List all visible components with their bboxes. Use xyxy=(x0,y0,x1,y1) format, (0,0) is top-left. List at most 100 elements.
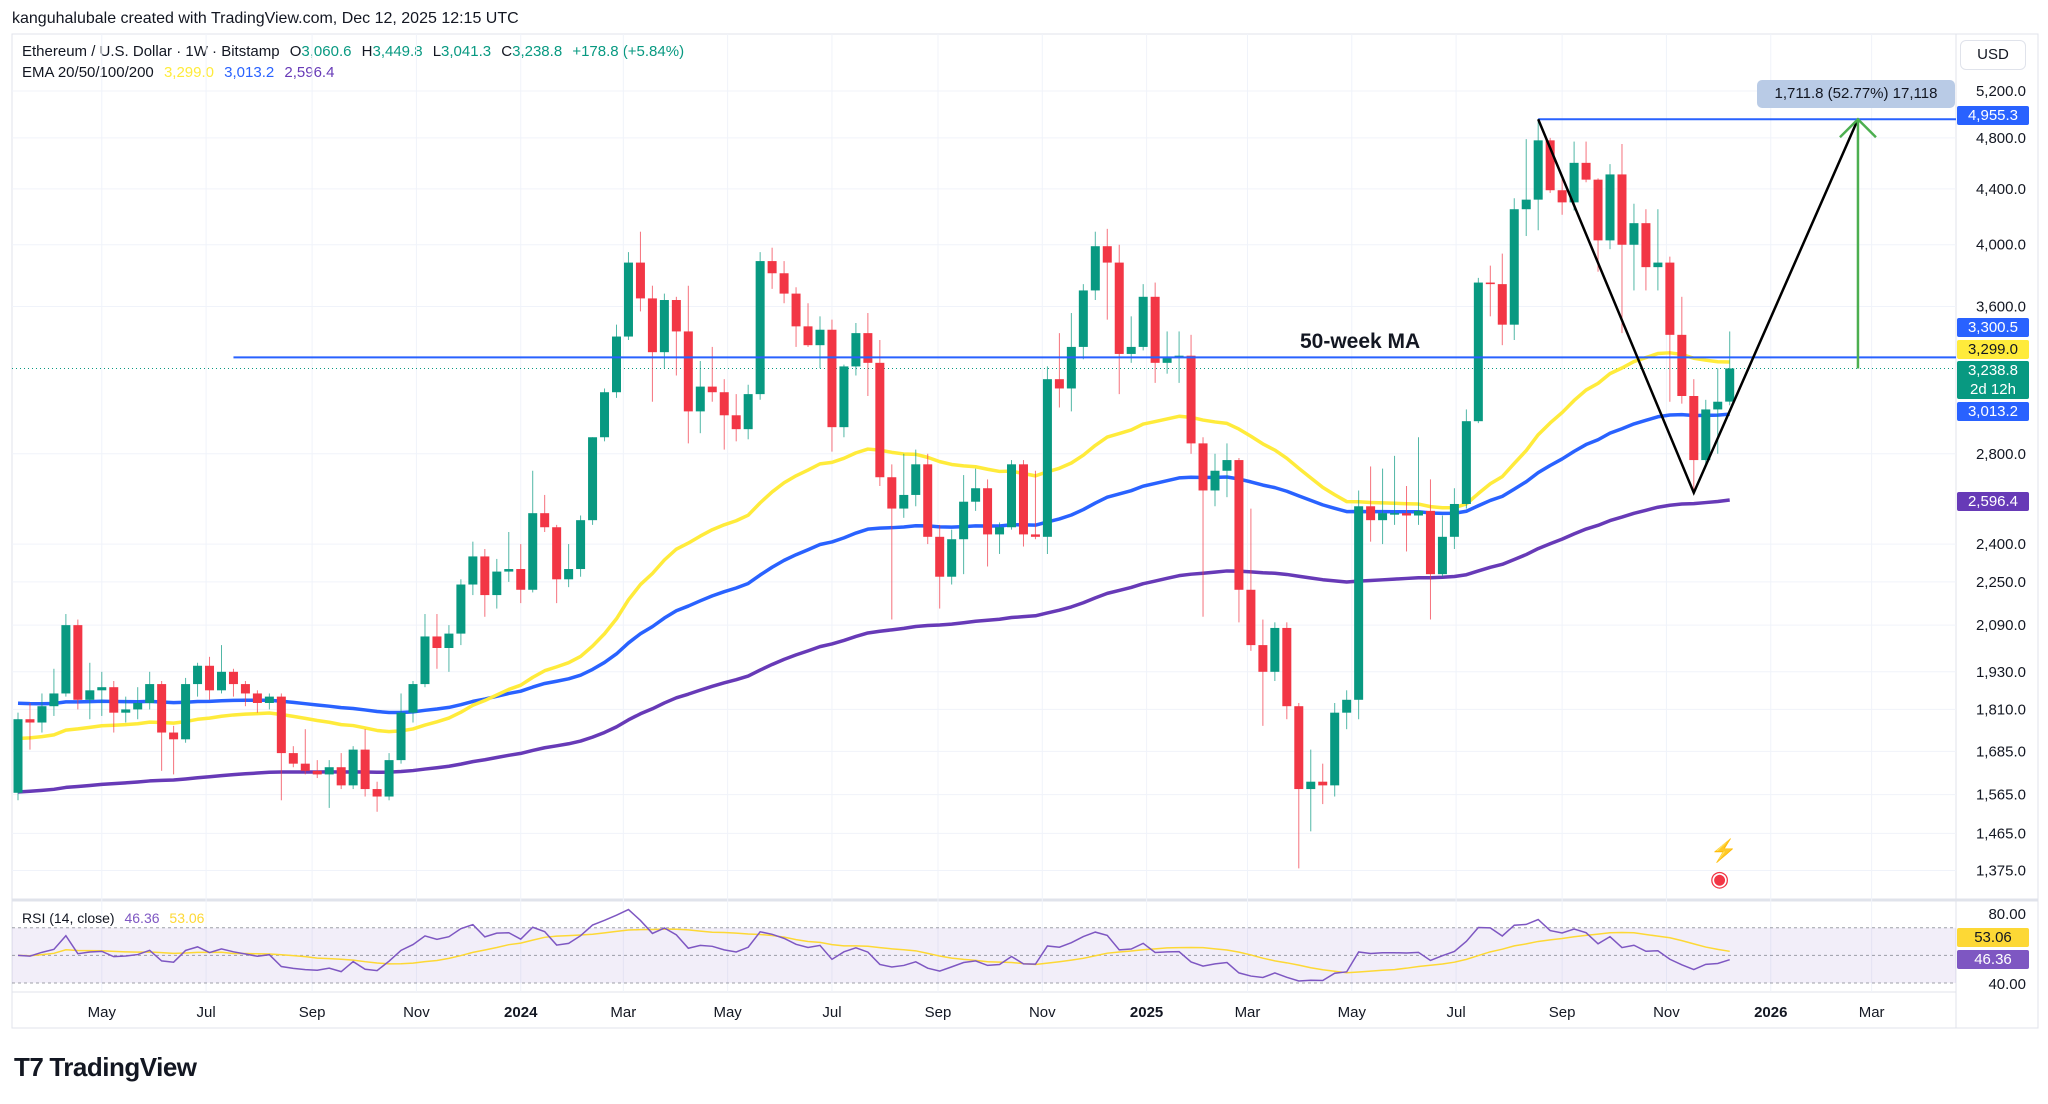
candle xyxy=(264,693,274,710)
x-tick-label: Jul xyxy=(822,1004,841,1021)
symbol-title[interactable]: Ethereum / U.S. Dollar · 1W · Bitstamp xyxy=(22,43,280,60)
candle xyxy=(1198,437,1208,617)
x-tick-label: Jul xyxy=(197,1004,216,1021)
ema-line-yellow xyxy=(17,351,1730,741)
close-label: C xyxy=(501,43,513,60)
candle xyxy=(540,494,550,533)
low-value: 3,041.3 xyxy=(441,43,492,60)
x-tick-label: 2024 xyxy=(504,1004,538,1021)
candle-body xyxy=(1677,334,1687,397)
candle xyxy=(348,746,358,790)
candle xyxy=(1186,334,1196,454)
candle-body xyxy=(157,684,167,733)
candle xyxy=(1533,119,1543,231)
y-tick-label: 1,375.0 xyxy=(1976,863,2026,880)
sparkle-icon[interactable]: ⚡ xyxy=(1710,838,1738,863)
candle xyxy=(1282,622,1292,720)
candle-body xyxy=(1402,513,1412,516)
candle-body xyxy=(1150,296,1160,363)
candle-body xyxy=(1090,246,1100,291)
candle-body xyxy=(1378,513,1388,521)
candle-body xyxy=(731,415,741,430)
candle xyxy=(1150,282,1160,383)
candle-body xyxy=(1330,712,1340,786)
candle-body xyxy=(1198,443,1208,491)
candle-body xyxy=(1581,162,1591,180)
high-label: H xyxy=(361,43,373,60)
y-tick-label: 3,600.0 xyxy=(1976,298,2026,315)
candle xyxy=(659,293,669,369)
candle xyxy=(25,702,35,750)
candle-body xyxy=(923,464,933,537)
candle xyxy=(1018,460,1028,547)
candle xyxy=(1521,139,1531,237)
y-tick-label: 1,565.0 xyxy=(1976,787,2026,804)
candle xyxy=(121,696,131,723)
candle xyxy=(1270,622,1280,681)
candle xyxy=(228,668,238,697)
candle-body xyxy=(995,527,1005,535)
candle-body xyxy=(815,329,825,346)
candle xyxy=(983,479,993,567)
ema-label[interactable]: EMA 20/50/100/200 xyxy=(22,64,154,81)
candle xyxy=(37,693,47,733)
candle-body xyxy=(37,706,47,723)
candle xyxy=(1473,277,1483,424)
candle xyxy=(1054,333,1064,408)
candle xyxy=(1605,164,1615,250)
ohlc-high: H3,449.8 xyxy=(362,43,423,60)
candle xyxy=(767,247,777,289)
candle xyxy=(803,303,813,347)
candle-body xyxy=(1533,140,1543,200)
candle xyxy=(324,760,334,808)
rsi-tag: 53.06 xyxy=(1957,928,2029,947)
x-tick-label: 2025 xyxy=(1130,1004,1163,1021)
candle-body xyxy=(121,709,131,713)
ema-line-purple xyxy=(17,498,1730,794)
candle-body xyxy=(851,333,861,367)
candle-body xyxy=(1162,357,1172,363)
x-tick-label: Sep xyxy=(1549,1004,1576,1021)
candle xyxy=(623,252,633,340)
candle-body xyxy=(85,690,95,700)
candle xyxy=(1042,366,1052,554)
candle xyxy=(576,515,586,577)
candle xyxy=(887,464,897,620)
x-tick-label: Mar xyxy=(610,1004,636,1021)
candle-body xyxy=(1641,223,1651,268)
candle-body xyxy=(588,437,598,521)
candle-body xyxy=(755,261,765,395)
candle-body xyxy=(719,392,729,416)
ema-value-blue: 3,013.2 xyxy=(224,64,275,81)
candle-body xyxy=(504,569,514,572)
candle-body xyxy=(1222,460,1232,471)
tradingview-logo[interactable]: T7 TradingView xyxy=(14,1052,197,1083)
candle xyxy=(683,285,693,444)
rsi-line xyxy=(17,908,1730,982)
candle xyxy=(181,677,191,743)
flag-event-icon[interactable]: ◉ xyxy=(1710,866,1730,891)
candle xyxy=(588,437,598,525)
candle xyxy=(1162,331,1172,374)
candle xyxy=(133,687,143,720)
candle-body xyxy=(216,671,226,691)
candle xyxy=(193,662,203,697)
currency-button[interactable]: USD xyxy=(1960,40,2026,70)
candle-body xyxy=(1102,246,1112,263)
candle-body xyxy=(827,329,837,428)
candle xyxy=(480,548,490,617)
candle xyxy=(1114,244,1124,395)
event-icons: ⚡ ◉ xyxy=(1710,838,1737,892)
y-tick-label: 2,090.0 xyxy=(1976,617,2026,634)
rsi-label[interactable]: RSI (14, close) xyxy=(22,910,115,926)
open-label: O xyxy=(289,43,302,60)
candle xyxy=(1222,443,1232,498)
x-tick-label: Sep xyxy=(299,1004,326,1021)
y-tick-label: 2,400.0 xyxy=(1976,536,2026,553)
candle-body xyxy=(1449,503,1459,537)
candle xyxy=(995,522,1005,554)
candle-body xyxy=(1007,464,1017,528)
candle-body xyxy=(911,464,921,495)
measure-label: 1,711.8 (52.77%) 17,118 xyxy=(1757,80,1955,108)
